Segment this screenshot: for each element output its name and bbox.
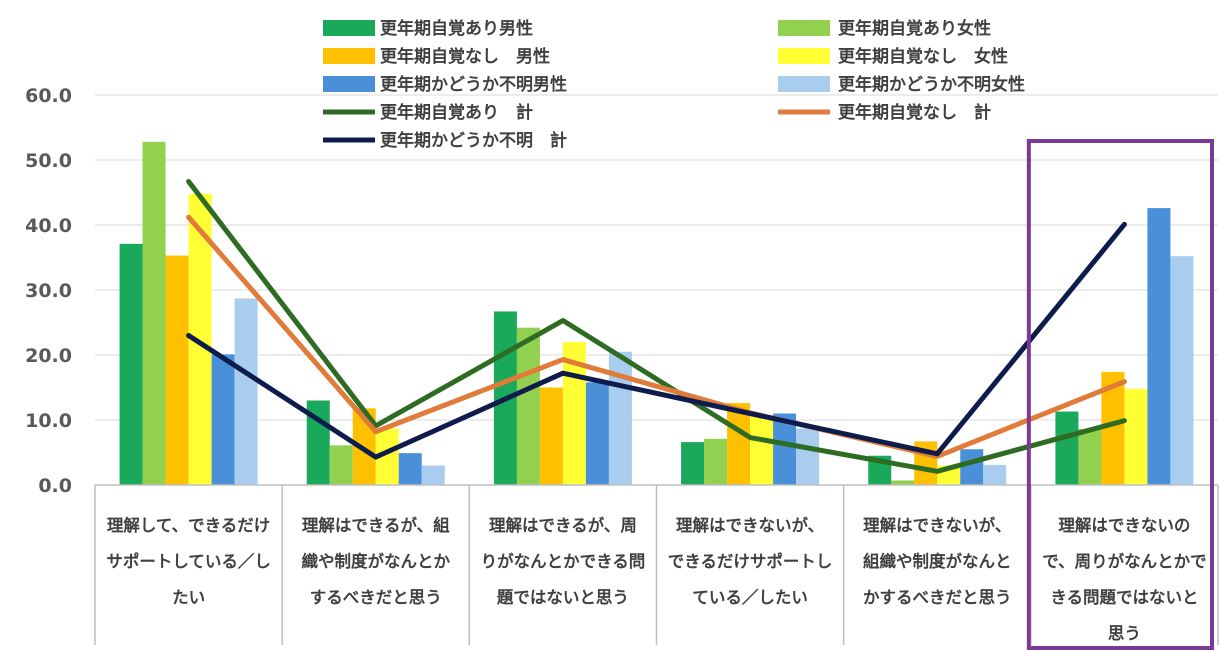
bar bbox=[142, 141, 166, 486]
bar bbox=[704, 438, 728, 485]
bar bbox=[188, 193, 212, 486]
highlight-rectangle bbox=[1026, 139, 1215, 650]
legend-swatch bbox=[323, 20, 375, 36]
bar bbox=[398, 453, 422, 485]
series-lines bbox=[186, 178, 1127, 474]
bar bbox=[585, 382, 609, 485]
bar bbox=[796, 428, 820, 485]
bar bbox=[983, 464, 1007, 485]
x-tick-label: 組織や制度がなんと bbox=[863, 551, 1012, 571]
y-tick-label: 40.0 bbox=[25, 215, 72, 237]
bar bbox=[750, 416, 774, 485]
bar bbox=[960, 449, 984, 485]
x-tick-label: するべきだと思う bbox=[310, 588, 442, 607]
bar bbox=[1147, 208, 1171, 485]
legend-swatch bbox=[778, 48, 830, 64]
x-tick-label: たい bbox=[172, 588, 205, 607]
x-tick-label: 理解はできないが、 bbox=[676, 515, 824, 535]
bar bbox=[211, 354, 235, 485]
bars bbox=[119, 141, 1194, 486]
y-tick-label: 30.0 bbox=[25, 280, 72, 302]
bar bbox=[119, 243, 143, 485]
highlight-box bbox=[1026, 139, 1215, 650]
bar bbox=[773, 413, 797, 485]
legend-label: 更年期自覚あり女性 bbox=[838, 18, 991, 39]
x-tick-label: 題ではないと思う bbox=[497, 588, 629, 607]
x-tick-label: 理解はできないの bbox=[1058, 515, 1190, 535]
bar bbox=[421, 465, 445, 485]
x-tick-label: 理解はできるが、周 bbox=[489, 515, 637, 535]
legend-label: 更年期自覚なし 女性 bbox=[838, 46, 1008, 67]
legend-label: 更年期自覚なし 男性 bbox=[380, 46, 550, 67]
x-tick-label: きる問題ではないと bbox=[1050, 588, 1198, 607]
bar bbox=[1170, 256, 1194, 485]
x-tick-label: りがなんとかできる問 bbox=[481, 551, 646, 571]
x-tick-label: 思う bbox=[1108, 624, 1141, 643]
series-line bbox=[186, 221, 1127, 460]
x-tick-label: できるだけサポートし bbox=[668, 551, 833, 571]
bar bbox=[539, 387, 563, 485]
x-tick-label: 理解はできないが、 bbox=[863, 515, 1011, 535]
gridlines bbox=[95, 94, 1218, 486]
y-tick-label: 60.0 bbox=[25, 85, 72, 107]
bar bbox=[1055, 411, 1079, 485]
x-tick-label: ている／したい bbox=[692, 588, 808, 607]
bar bbox=[891, 480, 915, 485]
legend-label: 更年期自覚あり 計 bbox=[380, 102, 533, 123]
legend-label: 更年期自覚なし 計 bbox=[838, 102, 991, 123]
bar bbox=[516, 327, 540, 485]
legend-swatch bbox=[778, 20, 830, 36]
legend-label: 更年期自覚あり男性 bbox=[380, 18, 533, 39]
y-tick-label: 0.0 bbox=[38, 475, 72, 497]
bar bbox=[1078, 429, 1102, 485]
bar bbox=[727, 403, 751, 485]
y-tick-label: 20.0 bbox=[25, 345, 72, 367]
bar bbox=[1101, 371, 1125, 485]
y-tick-label: 10.0 bbox=[25, 410, 72, 432]
x-tick-label: サポートしている／し bbox=[106, 551, 271, 571]
bar bbox=[375, 428, 399, 485]
x-tick-label: 理解はできるが、組 bbox=[302, 515, 450, 535]
y-tick-label: 50.0 bbox=[25, 150, 72, 172]
bar bbox=[165, 255, 189, 485]
bar bbox=[1124, 388, 1148, 485]
x-tick-label: 理解して、できるだけ bbox=[107, 515, 270, 535]
bar bbox=[234, 298, 258, 485]
legend-label: 更年期かどうか不明女性 bbox=[838, 74, 1025, 95]
bar bbox=[681, 442, 705, 485]
x-tick-label: 織や制度がなんとか bbox=[302, 551, 451, 571]
legend-swatch bbox=[323, 76, 375, 92]
legend-swatch bbox=[323, 48, 375, 64]
x-tick-label: で、周りがなんとかで bbox=[1042, 551, 1206, 571]
series-line bbox=[186, 178, 1127, 474]
y-axis: 0.0 10.0 20.0 30.0 40.0 50.0 60.0 bbox=[25, 85, 72, 497]
bar bbox=[329, 445, 353, 485]
x-tick-label: かするべきだと思う bbox=[863, 588, 1012, 607]
legend-label: 更年期かどうか不明男性 bbox=[380, 74, 567, 95]
legend-swatch bbox=[778, 76, 830, 92]
legend-label: 更年期かどうか不明 計 bbox=[380, 130, 567, 151]
series-line bbox=[186, 214, 1127, 459]
